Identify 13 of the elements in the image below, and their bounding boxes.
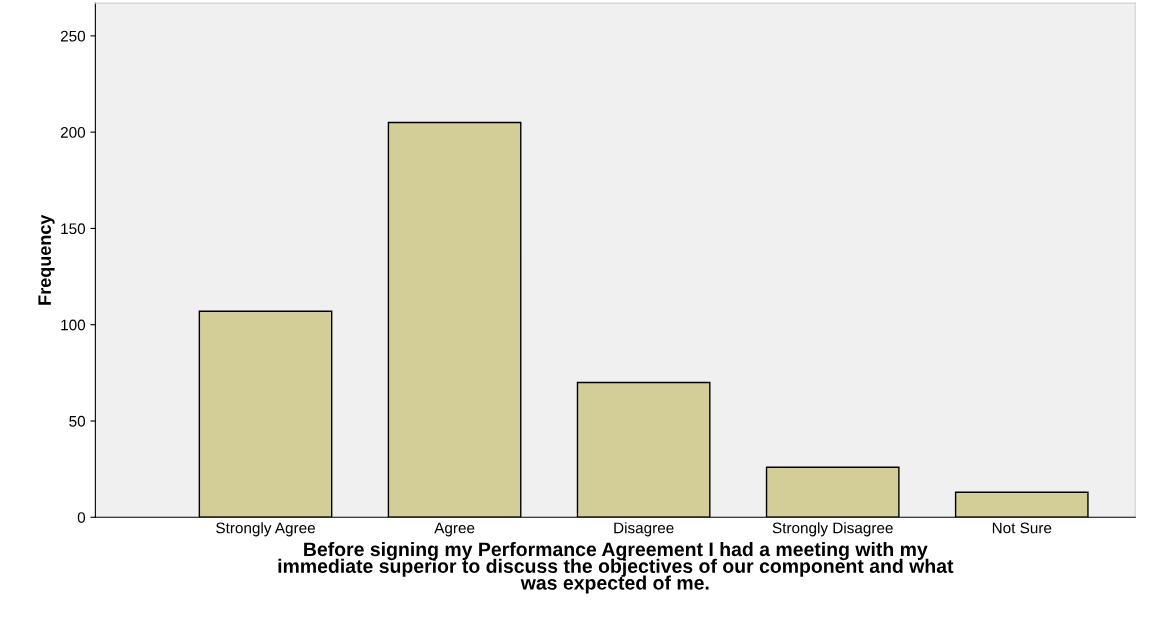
y-tick-label: 250 (60, 30, 86, 42)
x-tick-label: Strongly Disagree (772, 522, 893, 537)
y-tick-label: 50 (69, 415, 86, 427)
x-tick-label: Not Sure (992, 522, 1052, 534)
x-tick-label: Strongly Agree (216, 522, 315, 537)
x-tick-label: Disagree (614, 522, 674, 537)
y-axis-title: Frequency (38, 214, 55, 305)
x-tick-label: Agree (434, 522, 475, 537)
y-tick-label: 150 (61, 223, 86, 235)
x-axis-title: Before signing my Performance Agreement I had a meeting with my immediate superior to discuss the objectives of our component and what was expected of me. (278, 541, 954, 594)
y-tick-label: 100 (61, 319, 86, 331)
y-tick-label: 0 (77, 512, 86, 523)
y-tick-label: 200 (60, 127, 86, 138)
